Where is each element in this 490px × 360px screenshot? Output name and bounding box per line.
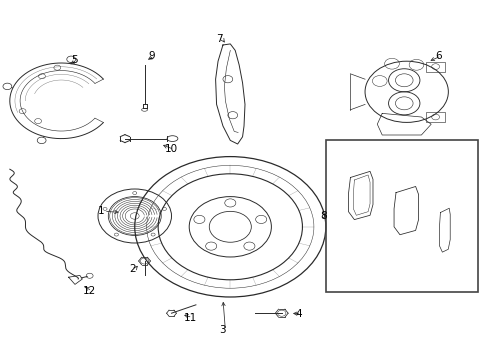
Text: 4: 4 (295, 309, 302, 319)
Text: 5: 5 (71, 55, 78, 66)
Bar (426, 112, 445, 122)
Text: 7: 7 (216, 33, 223, 44)
Text: 9: 9 (148, 51, 155, 61)
Text: 6: 6 (436, 51, 442, 61)
Text: 12: 12 (83, 286, 97, 296)
Text: 10: 10 (165, 144, 178, 154)
Bar (426, 62, 445, 72)
Text: 11: 11 (183, 312, 197, 323)
Text: 8: 8 (320, 211, 327, 221)
Text: 1: 1 (98, 206, 105, 216)
Text: 2: 2 (129, 264, 136, 274)
Bar (326, 140, 478, 292)
Text: 3: 3 (220, 325, 226, 336)
